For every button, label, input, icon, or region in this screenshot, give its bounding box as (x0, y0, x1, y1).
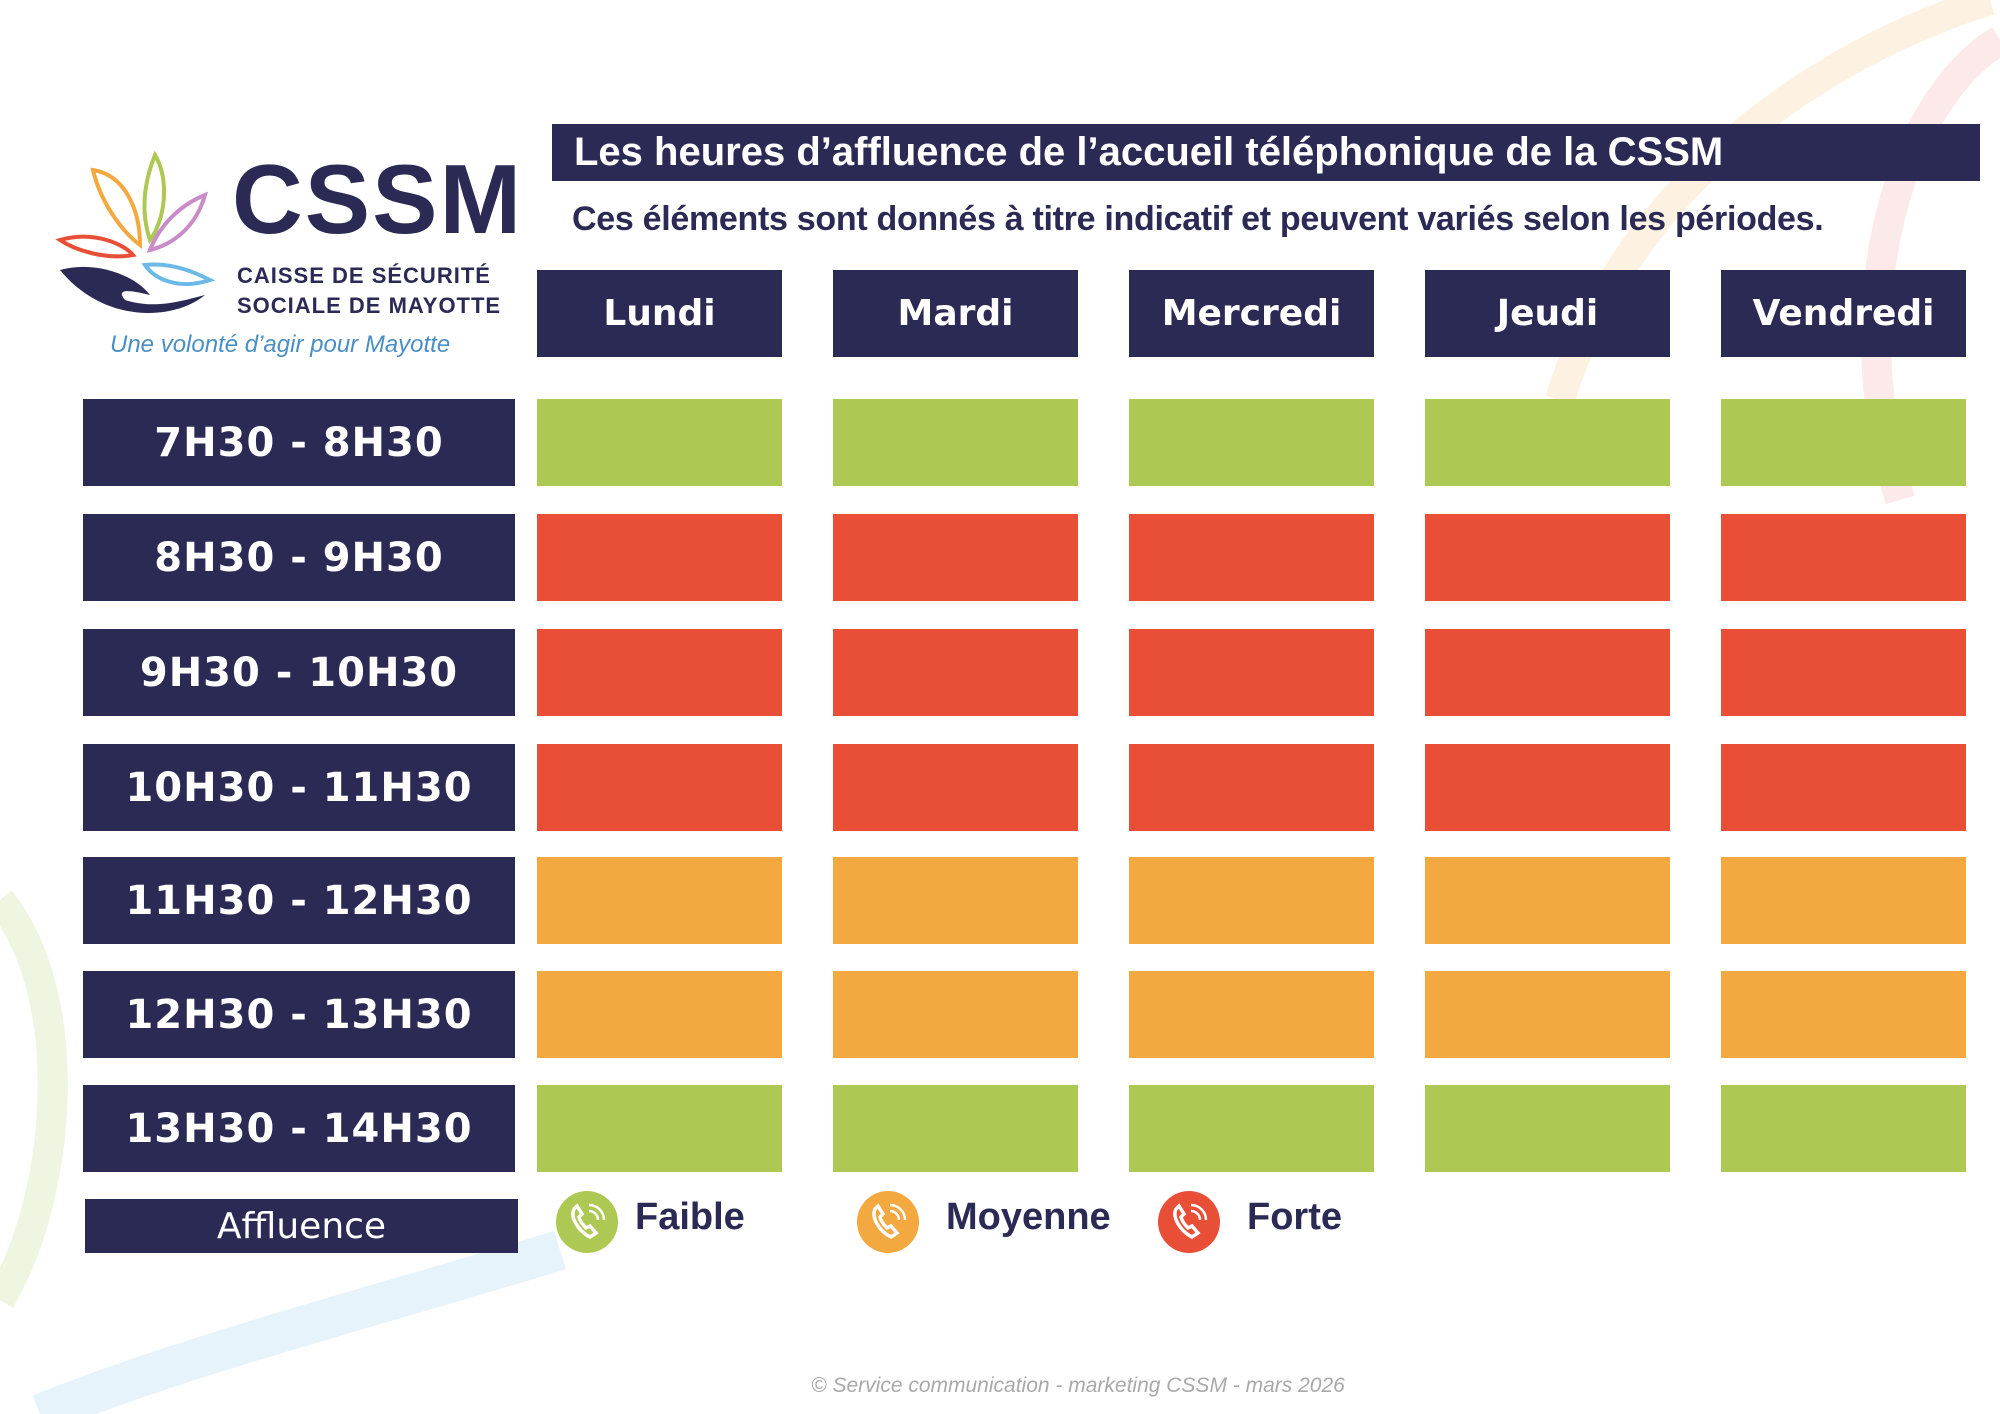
traffic-cell-forte (833, 514, 1078, 601)
traffic-cell-forte (537, 744, 782, 831)
traffic-cell-moyenne (537, 857, 782, 944)
traffic-cell-forte (1425, 514, 1670, 601)
day-header: Lundi (537, 270, 782, 357)
traffic-cell-forte (1721, 514, 1966, 601)
traffic-cell-forte (537, 514, 782, 601)
traffic-cell-faible (1129, 1085, 1374, 1172)
traffic-cell-faible (1129, 399, 1374, 486)
traffic-cell-faible (833, 1085, 1078, 1172)
time-slot-label: 13H30 - 14H30 (83, 1085, 515, 1172)
logo-name: CSSM (232, 144, 524, 254)
legend-forte: Forte (1247, 1196, 1342, 1238)
traffic-cell-faible (1721, 1085, 1966, 1172)
time-slot-label: 8H30 - 9H30 (83, 514, 515, 601)
legend-label: Affluence (85, 1199, 518, 1253)
legend-moyenne: Moyenne (946, 1196, 1111, 1238)
traffic-cell-moyenne (1129, 857, 1374, 944)
traffic-cell-moyenne (1425, 857, 1670, 944)
time-slot-label: 12H30 - 13H30 (83, 971, 515, 1058)
traffic-cell-moyenne (1425, 971, 1670, 1058)
traffic-cell-faible (1425, 1085, 1670, 1172)
cssm-logo-icon (55, 150, 215, 313)
traffic-cell-forte (1129, 514, 1374, 601)
legend-faible: Faible (635, 1196, 745, 1238)
time-slot-label: 9H30 - 10H30 (83, 629, 515, 716)
traffic-cell-moyenne (537, 971, 782, 1058)
traffic-cell-moyenne (1129, 971, 1374, 1058)
traffic-cell-forte (833, 629, 1078, 716)
traffic-cell-forte (1721, 744, 1966, 831)
day-header: Mardi (833, 270, 1078, 357)
footer-credit: © Service communication - marketing CSSM… (811, 1374, 1345, 1397)
logo-line2: SOCIALE DE MAYOTTE (237, 293, 502, 318)
page-title: Les heures d’affluence de l’accueil télé… (552, 124, 1980, 181)
logo-line1: CAISSE DE SÉCURITÉ (237, 263, 491, 288)
traffic-cell-moyenne (1721, 857, 1966, 944)
traffic-cell-faible (537, 399, 782, 486)
traffic-cell-moyenne (1721, 971, 1966, 1058)
logo-tagline: Une volonté d’agir pour Mayotte (110, 331, 451, 358)
traffic-cell-moyenne (833, 857, 1078, 944)
time-slot-label: 7H30 - 8H30 (83, 399, 515, 486)
traffic-cell-forte (1425, 744, 1670, 831)
traffic-cell-forte (1129, 744, 1374, 831)
phone-icon-forte (1158, 1191, 1220, 1253)
traffic-cell-faible (833, 399, 1078, 486)
page-subtitle: Ces éléments sont donnés à titre indicat… (572, 200, 1824, 238)
traffic-cell-forte (1129, 629, 1374, 716)
traffic-cell-forte (1425, 629, 1670, 716)
traffic-cell-faible (1425, 399, 1670, 486)
traffic-cell-forte (833, 744, 1078, 831)
time-slot-label: 11H30 - 12H30 (83, 857, 515, 944)
day-header: Vendredi (1721, 270, 1966, 357)
traffic-cell-forte (537, 629, 782, 716)
day-header: Jeudi (1425, 270, 1670, 357)
phone-icon-moyenne (857, 1191, 919, 1253)
time-slot-label: 10H30 - 11H30 (83, 744, 515, 831)
day-header: Mercredi (1129, 270, 1374, 357)
traffic-cell-forte (1721, 629, 1966, 716)
phone-icon-faible (556, 1191, 618, 1253)
traffic-cell-faible (537, 1085, 782, 1172)
traffic-cell-moyenne (833, 971, 1078, 1058)
traffic-cell-faible (1721, 399, 1966, 486)
